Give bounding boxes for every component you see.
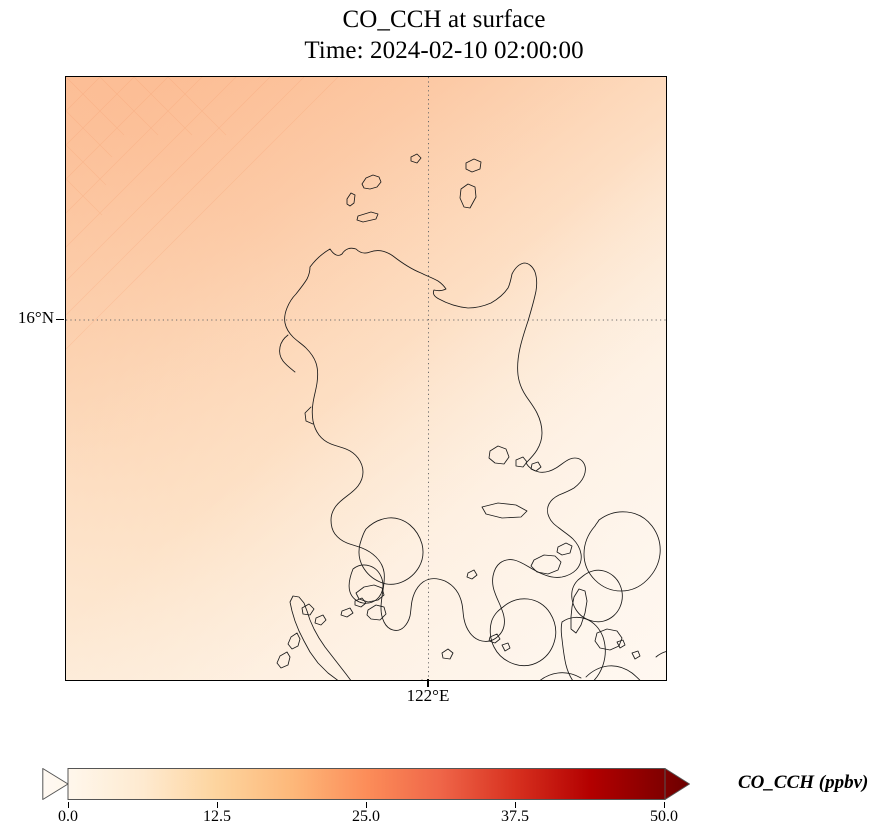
map-plot-area [65,76,667,681]
colorbar-tick-3 [515,802,517,808]
colorbar-tick-4 [664,802,666,808]
ytick-mark-16n [56,318,64,320]
ytick-label-16n: 16°N [17,308,54,327]
colorbar-tick-label-2: 25.0 [352,808,380,825]
colorbar-tick-0 [68,802,70,808]
colorbar-tick-2 [366,802,368,808]
colorbar[interactable] [42,766,690,802]
concentration-field [66,77,666,680]
colorbar-label: CO_CCH (ppbv) [738,772,869,793]
colorbar-tick-label-1: 12.5 [203,808,231,825]
colorbar-tick-label-3: 37.5 [501,808,529,825]
coastline-overlay [66,77,666,680]
colorbar-tick-label-0: 0.0 [58,808,78,825]
figure-title: CO_CCH at surface Time: 2024-02-10 02:00… [0,4,888,66]
xtick-mark-122e [427,679,429,687]
colorbar-tick-1 [217,802,219,808]
colorbar-tick-label-4: 50.0 [650,808,678,825]
title-line-time: Time: 2024-02-10 02:00:00 [304,37,584,64]
title-line-variable: CO_CCH at surface [342,6,546,33]
xtick-label-122e: 122°E [406,686,450,705]
